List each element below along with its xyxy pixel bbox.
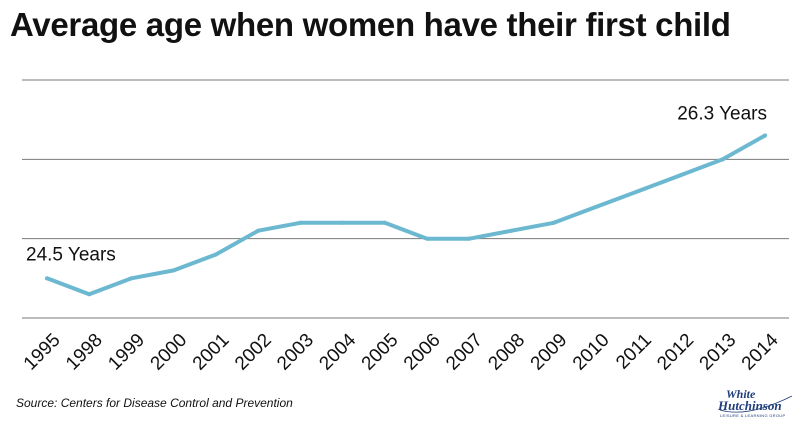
x-tick-label: 2006 xyxy=(400,330,445,375)
annotations-layer: 24.5 Years 26.3 Years xyxy=(26,104,767,266)
annotation-label: 24.5 Years xyxy=(26,244,116,265)
x-tick-label: 2008 xyxy=(484,330,529,375)
x-tick-label: 2013 xyxy=(696,330,741,375)
x-tick-label: 2007 xyxy=(442,330,487,375)
data-point xyxy=(256,228,261,233)
x-tick-label: 2001 xyxy=(189,330,234,375)
x-tick-label: 1999 xyxy=(104,330,149,375)
x-tick-label: 2009 xyxy=(527,330,572,375)
logo-text-hutchinson: Hutchinson xyxy=(718,398,782,413)
data-point xyxy=(763,133,767,138)
gridlines xyxy=(22,79,789,319)
x-tick-label: 2005 xyxy=(358,330,403,375)
x-tick-label: 1998 xyxy=(62,330,107,375)
data-point xyxy=(45,276,49,281)
x-tick-label: 1995 xyxy=(20,330,65,375)
chart-title: Average age when women have their first … xyxy=(10,6,731,43)
data-point xyxy=(509,228,514,233)
logo-text-tagline: LEISURE & LEARNING GROUP xyxy=(720,413,786,418)
white-hutchinson-logo: White Hutchinson LEISURE & LEARNING GROU… xyxy=(718,388,796,422)
data-point xyxy=(129,276,134,281)
data-point xyxy=(298,220,303,225)
data-point xyxy=(678,173,683,178)
data-point xyxy=(87,292,92,297)
data-point xyxy=(551,220,556,225)
data-point xyxy=(340,220,345,225)
data-point xyxy=(425,236,430,241)
data-point xyxy=(213,252,218,257)
data-point xyxy=(382,220,387,225)
x-tick-label: 2003 xyxy=(273,330,318,375)
x-tick-label: 2012 xyxy=(653,330,698,375)
x-tick-label: 2004 xyxy=(315,329,360,374)
data-point xyxy=(467,236,472,241)
data-point xyxy=(594,204,599,209)
x-tick-label: 2002 xyxy=(231,330,276,375)
logo-text-white: White xyxy=(726,387,756,401)
series-line xyxy=(45,133,767,297)
data-point xyxy=(720,157,725,162)
series-layer xyxy=(45,133,767,297)
data-point xyxy=(636,189,641,194)
x-tick-label: 2014 xyxy=(738,329,783,374)
data-point xyxy=(171,268,176,273)
annotation-label: 26.3 Years xyxy=(677,104,767,125)
x-tick-label: 2011 xyxy=(612,330,656,374)
x-axis-ticks: 1995199819992000200120022003200420052006… xyxy=(20,329,783,374)
x-tick-label: 2010 xyxy=(569,330,614,375)
logo-swoosh-icon xyxy=(719,395,793,413)
source-note: Source: Centers for Disease Control and … xyxy=(16,396,293,410)
x-tick-label: 2000 xyxy=(147,330,192,375)
